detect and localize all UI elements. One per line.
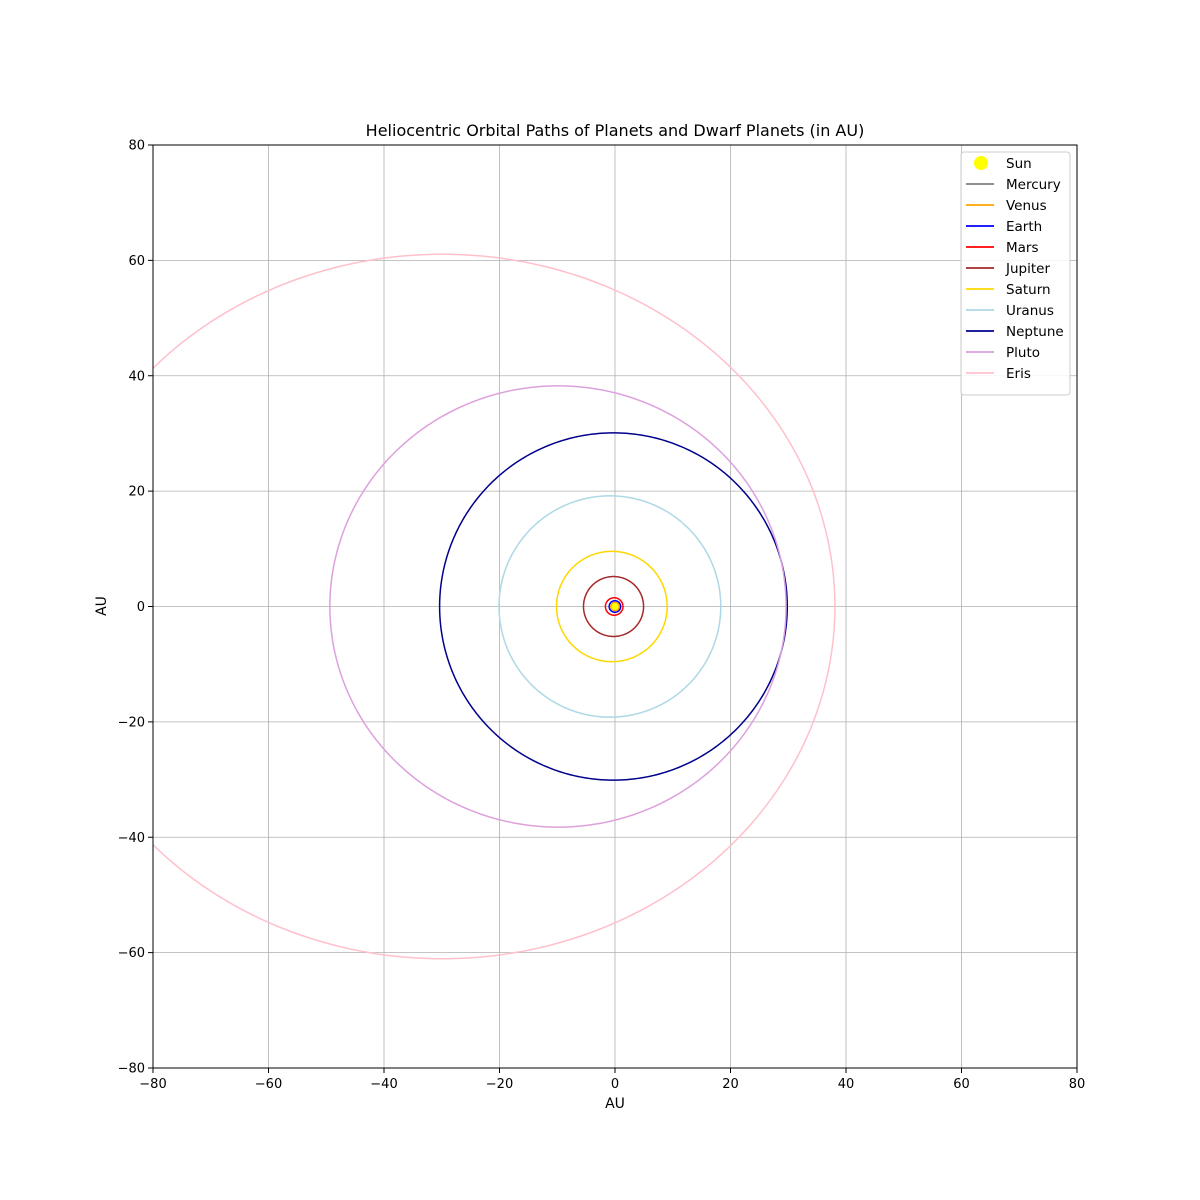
- orbit-mars: [604, 597, 624, 616]
- chart-title: Heliocentric Orbital Paths of Planets an…: [366, 121, 865, 140]
- legend-label-earth: Earth: [1006, 219, 1042, 235]
- legend-label-venus: Venus: [1006, 198, 1047, 214]
- legend-label-eris: Eris: [1006, 366, 1031, 382]
- sun-layer: [611, 603, 619, 610]
- x-tick-label: 0: [611, 1077, 619, 1092]
- x-tick-label: −60: [255, 1077, 282, 1092]
- orbit-eris: [153, 253, 836, 960]
- orbit-jupiter: [582, 575, 645, 638]
- y-tick-label: 20: [128, 485, 145, 500]
- legend-label-saturn: Saturn: [1006, 282, 1051, 298]
- x-tick-label: −40: [370, 1077, 397, 1092]
- legend-label-jupiter: Jupiter: [1005, 261, 1050, 277]
- y-tick-label: 40: [128, 369, 145, 384]
- x-tick-label: 80: [1069, 1077, 1086, 1092]
- y-tick-label: −40: [118, 831, 145, 846]
- orbit-pluto: [329, 385, 787, 828]
- orbit-saturn: [555, 550, 668, 663]
- orbit-uranus: [498, 495, 722, 718]
- y-axis-label: AU: [94, 596, 110, 616]
- y-tick-label: −20: [118, 715, 145, 730]
- y-tick-label: −60: [118, 946, 145, 961]
- x-tick-label: 40: [838, 1077, 855, 1092]
- x-axis-label: AU: [605, 1096, 625, 1112]
- x-tick-label: −20: [486, 1077, 513, 1092]
- sun-marker: [611, 603, 619, 610]
- orbit-neptune: [438, 432, 789, 781]
- y-tick-label: −80: [118, 1062, 145, 1077]
- legend-label-mars: Mars: [1006, 240, 1039, 256]
- orbit-venus: [610, 601, 620, 612]
- legend-sun-marker: [974, 156, 988, 170]
- legend-label-pluto: Pluto: [1006, 345, 1040, 361]
- orbits: [153, 253, 836, 960]
- legend-box: [960, 151, 1071, 396]
- grid: [152, 144, 1078, 1069]
- orbit-earth: [608, 599, 622, 614]
- legend-label-mercury: Mercury: [1006, 177, 1061, 193]
- x-tick-label: 20: [722, 1077, 739, 1092]
- y-tick-label: 0: [137, 600, 145, 615]
- legend-label-sun: Sun: [1006, 156, 1032, 172]
- axis-ticks: −80 −60 −40 −20 0 20 40 60 80 −80 −60 −40 −20 0 20 40 60…: [118, 139, 1086, 1093]
- y-tick-label: 80: [128, 139, 145, 154]
- x-tick-label: 60: [953, 1077, 970, 1092]
- legend: Sun Mercury Venus Earth Mars Jupiter Saturn Ura…: [960, 151, 1071, 396]
- legend-label-uranus: Uranus: [1006, 303, 1054, 319]
- x-tick-label: −80: [139, 1077, 166, 1092]
- y-tick-label: 60: [128, 254, 145, 269]
- legend-label-neptune: Neptune: [1006, 324, 1064, 340]
